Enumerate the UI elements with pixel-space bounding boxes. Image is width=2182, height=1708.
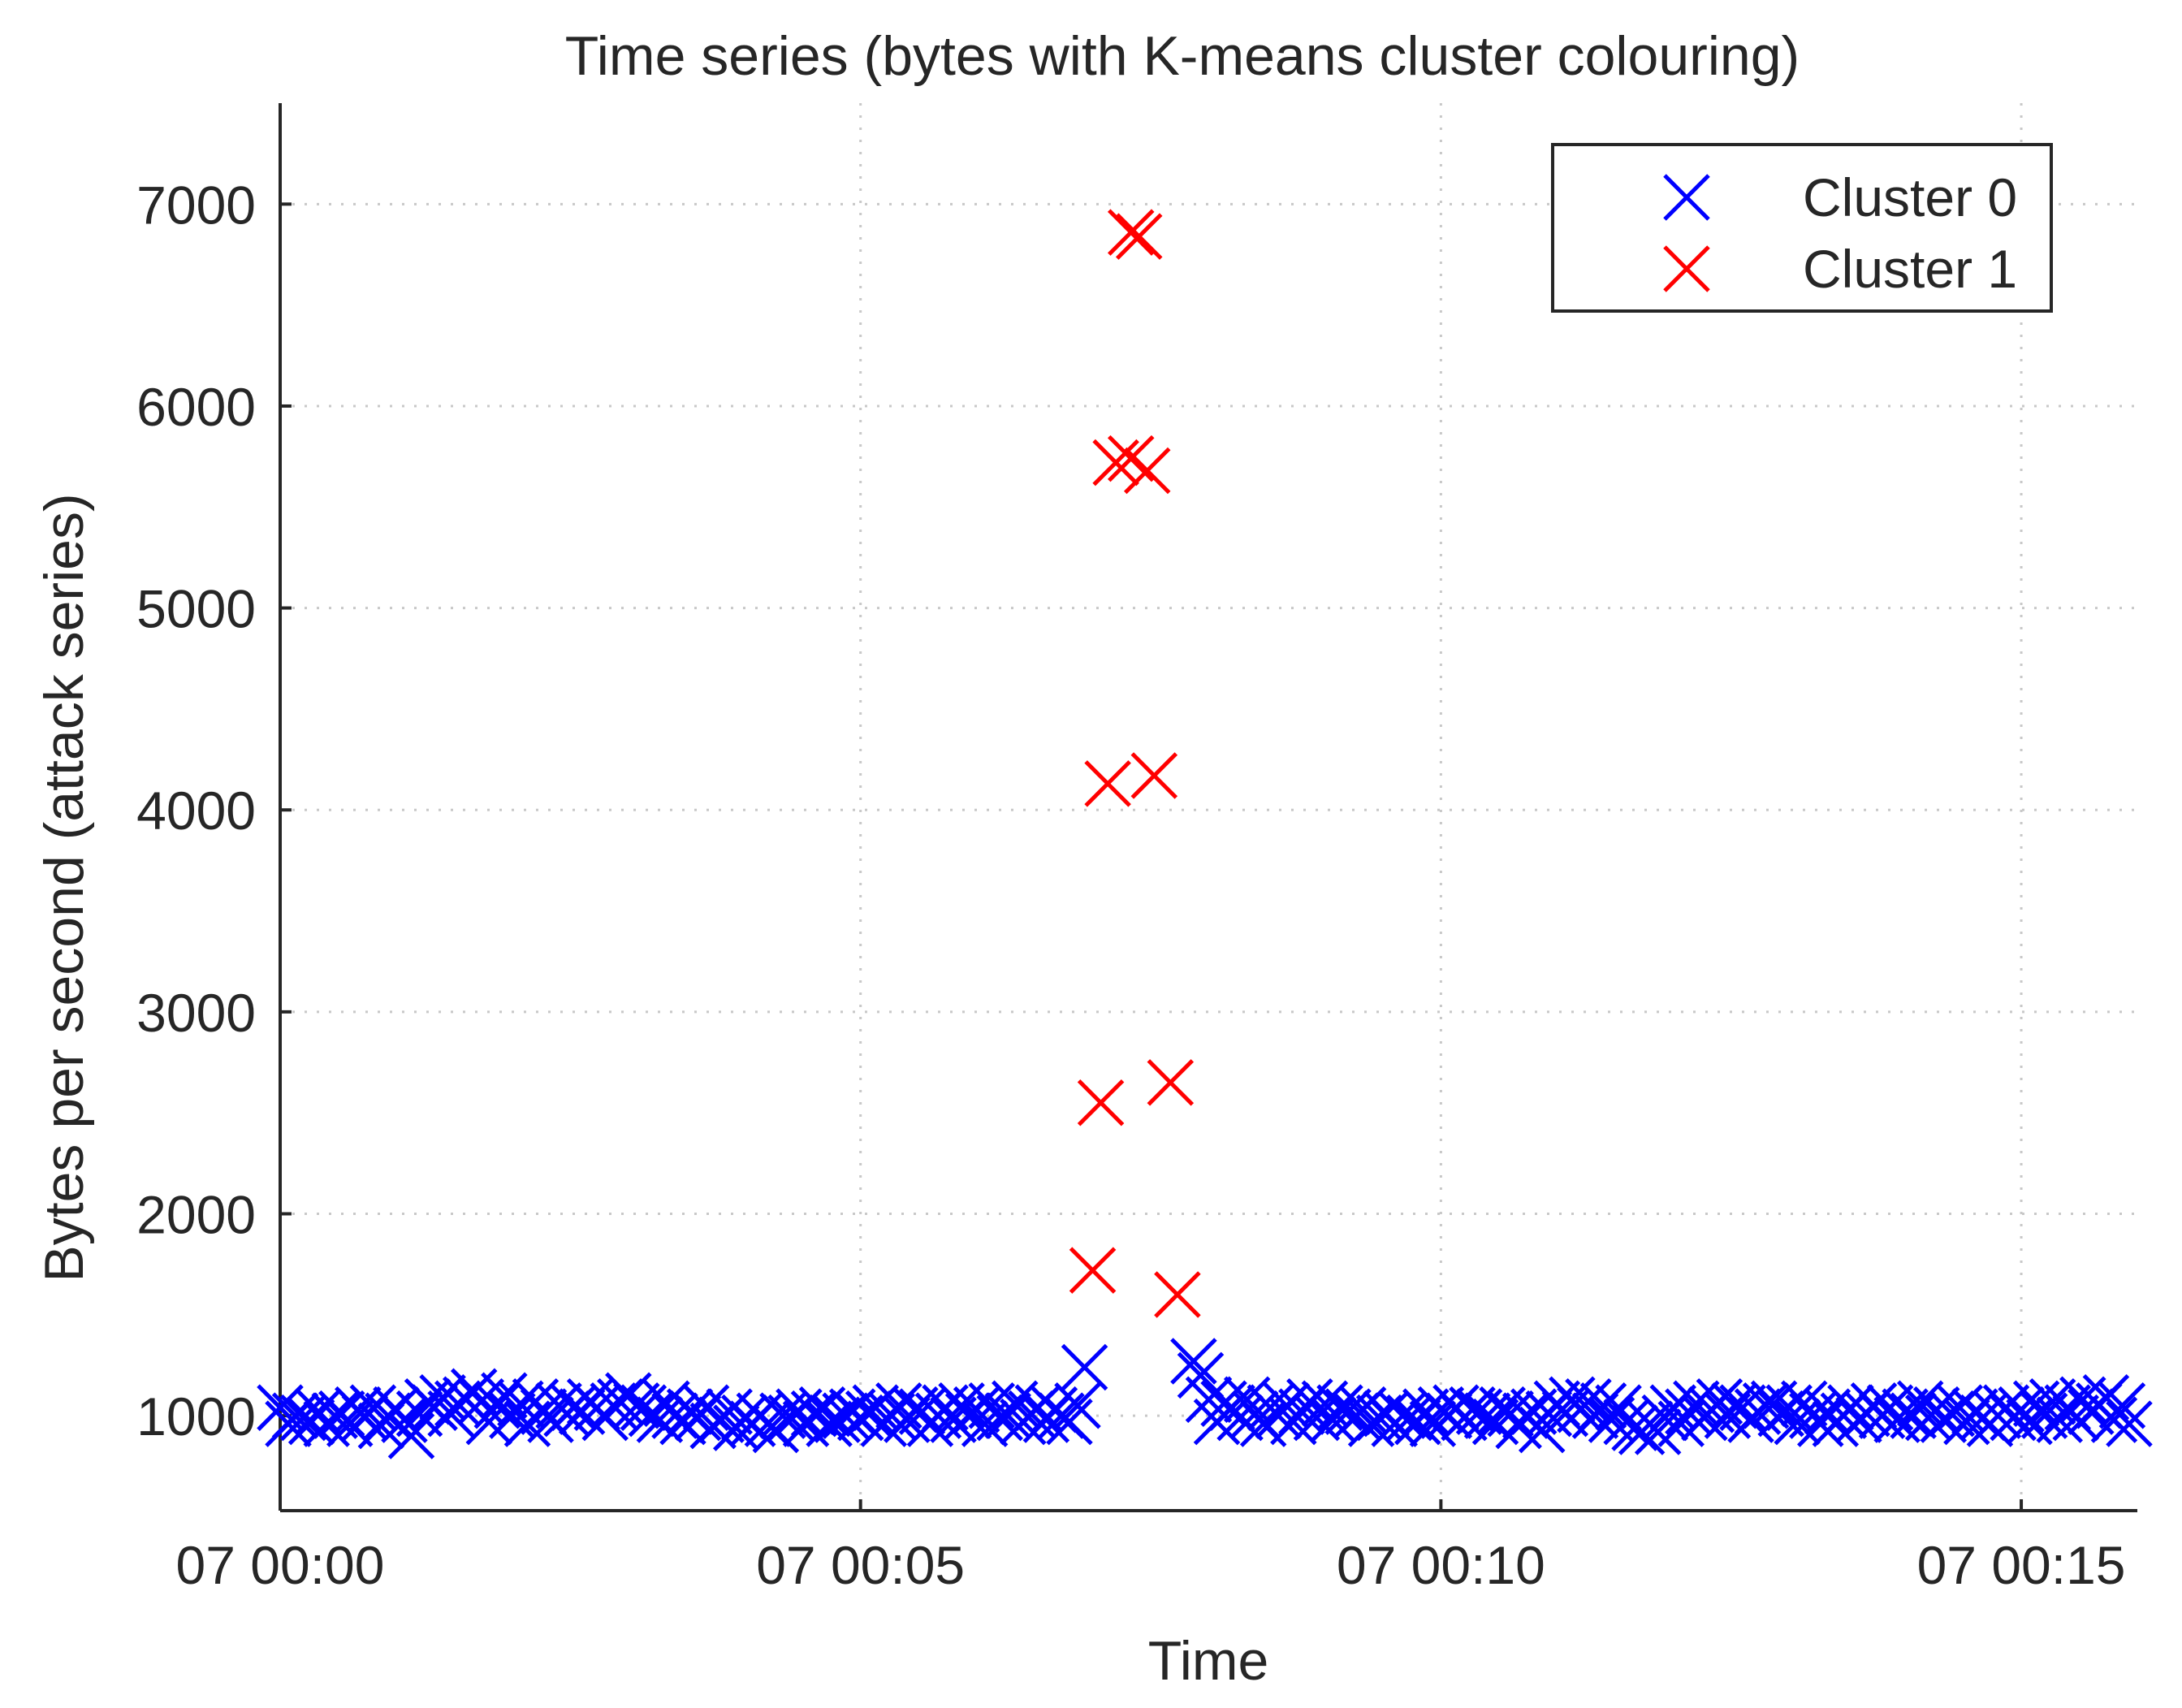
grid [279, 103, 2137, 1511]
y-tick-label: 3000 [136, 983, 256, 1043]
data-point [1069, 1247, 1117, 1294]
data-point [1286, 1377, 1333, 1425]
data-point [806, 1400, 853, 1447]
data-point [2052, 1394, 2100, 1442]
data-point [2059, 1376, 2106, 1424]
data-point [1579, 1382, 1627, 1429]
data-point [1115, 213, 1163, 260]
data-point [257, 1384, 304, 1431]
legend-label: Cluster 0 [1803, 167, 2017, 227]
data-point [1742, 1382, 1790, 1429]
legend-label: Cluster 1 [1803, 239, 2017, 299]
y-tick-label: 2000 [136, 1185, 256, 1245]
y-tick-label: 5000 [136, 579, 256, 639]
data-point [450, 1368, 498, 1416]
series-1 [1069, 209, 1201, 1318]
y-tick-label: 7000 [136, 175, 256, 235]
data-point [1982, 1384, 2030, 1431]
data-point [473, 1382, 521, 1429]
data-point [2098, 1382, 2146, 1429]
data-point [636, 1396, 684, 1443]
data-point [1107, 209, 1155, 256]
data-point [419, 1373, 466, 1421]
data-point [550, 1384, 598, 1431]
data-point [1046, 1398, 1093, 1446]
data-point [295, 1388, 342, 1435]
data-point [1565, 1377, 1612, 1425]
x-tick-labels: 07 00:00 07 00:05 07 00:10 07 00:15 [176, 1535, 2126, 1595]
data-point [1147, 1059, 1195, 1106]
data-points [257, 209, 2153, 1459]
data-point [1487, 1390, 1534, 1438]
data-point [1084, 760, 1131, 807]
x-tick-label: 07 00:10 [1337, 1535, 1545, 1595]
data-point [1409, 1400, 1457, 1447]
x-axis-label: Time [1148, 1630, 1269, 1692]
x-tick-label: 07 00:00 [176, 1535, 385, 1595]
data-point [1673, 1380, 1720, 1427]
data-point [682, 1384, 730, 1431]
data-point [381, 1396, 428, 1443]
data-point [776, 1388, 823, 1435]
legend-marker [1663, 174, 1710, 221]
y-tick-label: 1000 [136, 1386, 256, 1446]
data-point [527, 1396, 574, 1443]
y-tick-label: 6000 [136, 377, 256, 437]
data-point [852, 1384, 900, 1431]
data-point [822, 1392, 869, 1439]
data-point [968, 1382, 1015, 1429]
data-point [2106, 1400, 2153, 1447]
data-point [1324, 1388, 1372, 1435]
data-point [2036, 1396, 2083, 1443]
x-tick-label: 07 00:05 [756, 1535, 965, 1595]
data-point [2090, 1396, 2138, 1443]
data-point [1054, 1382, 1101, 1429]
data-point [349, 1384, 397, 1431]
y-tick-label: 4000 [136, 780, 256, 841]
legend-box [1551, 143, 2053, 313]
chart-title: Time series (bytes with K-means cluster … [565, 25, 1800, 87]
data-point [1130, 752, 1178, 799]
data-point [1123, 447, 1171, 495]
legend: Cluster 0 Cluster 1 [1551, 143, 2053, 313]
data-point [1077, 1079, 1125, 1126]
data-point [1154, 1271, 1201, 1318]
data-point [984, 1392, 1031, 1439]
series-0 [257, 1338, 2153, 1459]
data-point [814, 1396, 861, 1443]
data-point [1912, 1386, 1960, 1433]
data-point [1061, 1343, 1108, 1391]
data-point [1316, 1384, 1363, 1431]
data-point [1170, 1338, 1217, 1385]
legend-marker [1663, 245, 1710, 292]
y-axis-label: Bytes per second (attack series) [33, 493, 95, 1282]
axes [279, 103, 2137, 1512]
data-point [1774, 1398, 1821, 1446]
data-point [1827, 1384, 1874, 1431]
data-point [1293, 1394, 1341, 1442]
data-point [706, 1388, 753, 1435]
data-point [659, 1398, 706, 1446]
data-point [1092, 439, 1139, 486]
data-point [1896, 1380, 1944, 1427]
data-point [1936, 1384, 1984, 1431]
x-tick-label: 07 00:15 [1917, 1535, 2126, 1595]
y-tick-labels: 1000 2000 3000 4000 5000 6000 7000 [136, 175, 256, 1446]
